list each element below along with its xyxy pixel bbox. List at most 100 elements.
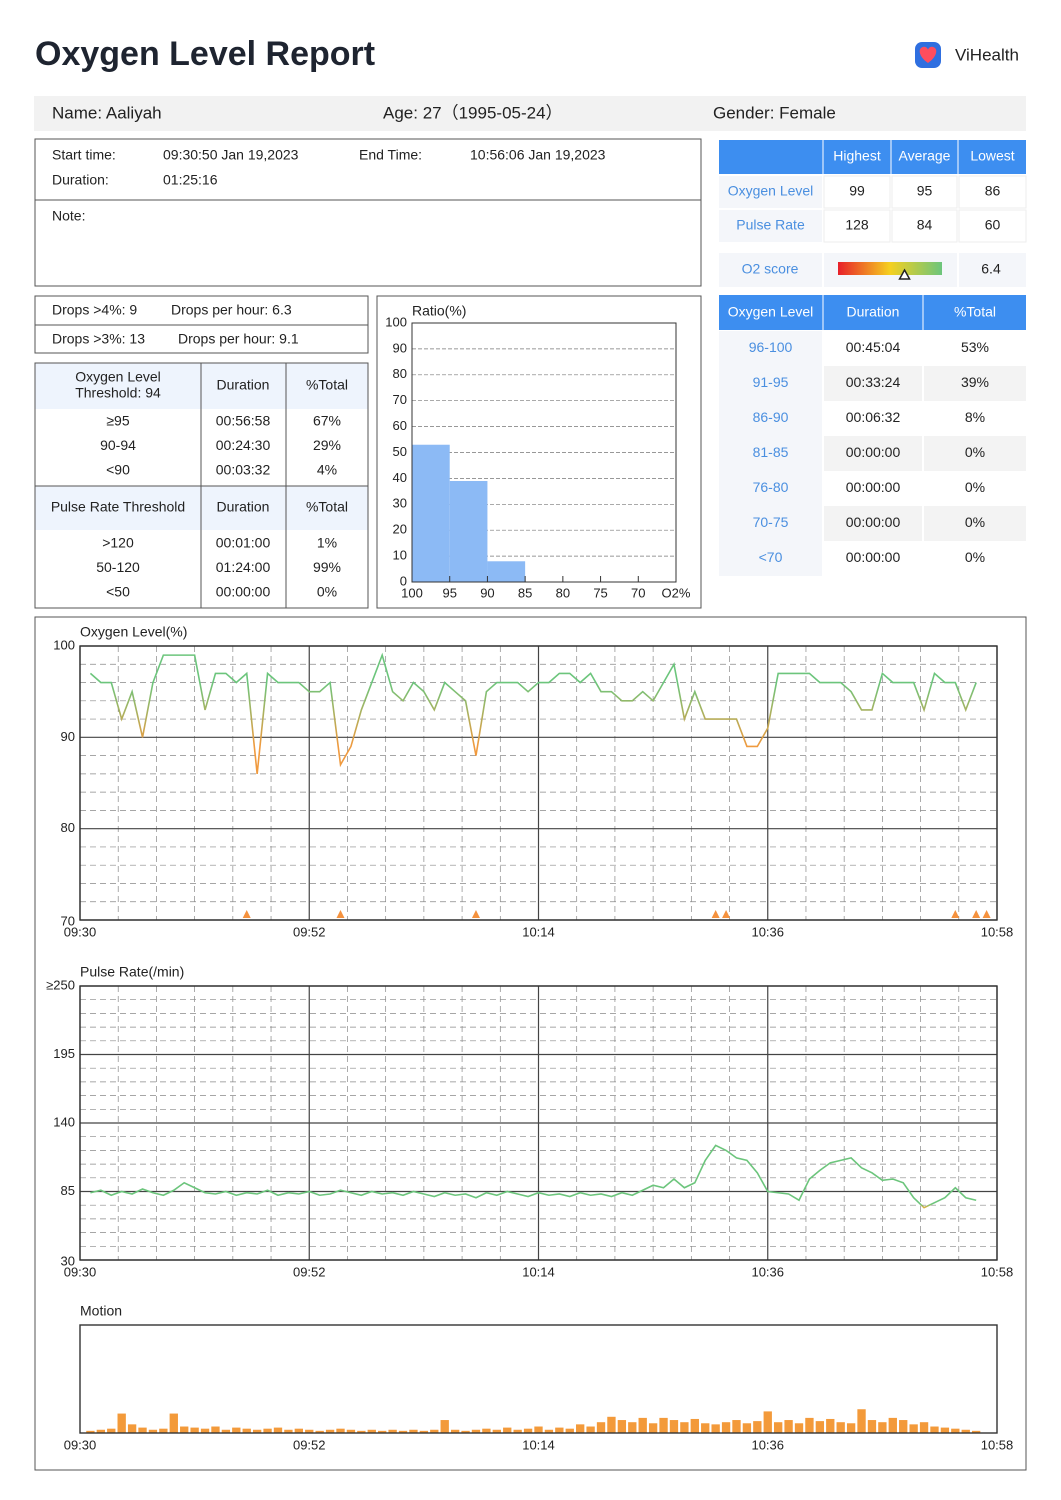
row-label: O2 score: [742, 261, 799, 277]
bar: [857, 1409, 866, 1433]
note-label: Note:: [52, 208, 85, 224]
bar: [523, 1428, 533, 1433]
column-header: Duration: [217, 499, 270, 515]
cell: [719, 436, 822, 471]
bar: [450, 1429, 460, 1433]
drops-text: Drops >3%: 13: [52, 331, 145, 347]
y-tick-label: 20: [393, 522, 407, 537]
cell-value: 00:56:58: [216, 413, 271, 429]
cell-value: 50-120: [96, 559, 140, 575]
x-tick-label: 75: [593, 585, 607, 600]
y-tick-label: 80: [393, 366, 407, 381]
bar: [315, 1430, 324, 1433]
bar: [325, 1429, 335, 1433]
cell-value: 91-95: [753, 374, 789, 390]
bar: [648, 1423, 658, 1433]
bar: [200, 1428, 210, 1433]
bar: [555, 1427, 564, 1433]
cell: [924, 541, 1026, 576]
cell: [824, 366, 922, 401]
cell-value: 128: [845, 217, 869, 233]
y-tick-label: 70: [393, 392, 407, 407]
y-tick-label: 90: [393, 340, 407, 355]
cell-value: 99%: [313, 559, 341, 575]
cell-value: ≥95: [106, 413, 129, 429]
x-axis-label: O2%: [662, 585, 691, 600]
y-tick-label: 100: [385, 314, 407, 329]
y-tick-label: 70: [61, 913, 75, 928]
cell-value: 53%: [961, 339, 989, 355]
series-line: [89, 652, 977, 774]
bar: [534, 1426, 543, 1433]
column-header: Duration: [847, 304, 900, 320]
bar: [86, 1430, 95, 1433]
bar: [487, 561, 526, 582]
y-tick-label: 0: [400, 573, 407, 588]
drop-event: [722, 910, 731, 918]
bar: [711, 1424, 720, 1433]
bar: [336, 1428, 345, 1433]
bar: [607, 1416, 616, 1433]
cell-value: 70-75: [753, 514, 789, 530]
y-tick-label: 30: [393, 496, 407, 511]
bar: [617, 1420, 627, 1433]
end-time: 10:56:06 Jan 19,2023: [470, 147, 606, 163]
score-value: 6.4: [981, 261, 1001, 277]
drop-event: [951, 910, 960, 918]
bar: [628, 1422, 637, 1433]
cell: [924, 331, 1026, 366]
patient-name: Name: Aaliyah: [52, 103, 162, 122]
x-tick-label: 10:58: [981, 924, 1014, 939]
bar: [169, 1413, 178, 1433]
bar: [878, 1422, 887, 1433]
y-tick-label: ≥250: [46, 977, 75, 992]
bar: [232, 1427, 241, 1433]
cell-value: 67%: [313, 413, 341, 429]
x-tick-label: 85: [518, 585, 532, 600]
bar: [412, 444, 450, 582]
bar: [449, 480, 488, 582]
table-header: [719, 295, 1026, 330]
bar: [826, 1418, 835, 1433]
bar: [273, 1427, 283, 1433]
cell: [891, 175, 958, 209]
chart-title: Ratio(%): [412, 303, 466, 319]
cell: [823, 175, 891, 209]
cell-value: 00:00:00: [216, 584, 271, 600]
y-tick-label: 85: [61, 1183, 75, 1198]
bar: [544, 1429, 554, 1433]
series-line: [90, 1144, 977, 1209]
cell-value: <70: [759, 549, 783, 565]
bar: [492, 1429, 501, 1433]
plot-frame: [79, 985, 998, 1261]
cell-value: 84: [917, 217, 933, 233]
bar: [961, 1429, 970, 1433]
chart-title: Pulse Rate(/min): [80, 964, 184, 980]
bar: [419, 1430, 429, 1433]
cell-value: <50: [106, 584, 130, 600]
x-tick-label: 10:58: [981, 1264, 1014, 1279]
bar: [482, 1428, 491, 1433]
bar: [784, 1420, 793, 1433]
y-tick-label: 40: [393, 470, 407, 485]
bar: [836, 1422, 845, 1433]
column-header: Average: [899, 148, 951, 164]
duration: 01:25:16: [163, 172, 218, 188]
bar: [774, 1422, 783, 1433]
cell-value: 00:45:04: [846, 339, 901, 355]
bar: [909, 1424, 918, 1433]
bar: [263, 1428, 272, 1433]
cell-value: 4%: [317, 462, 337, 478]
cell-value: 00:24:30: [216, 437, 271, 453]
cell: [719, 401, 822, 436]
cell-value: 39%: [961, 374, 989, 390]
bar: [159, 1428, 168, 1433]
patient-age: Age: 27（1995-05-24）: [383, 103, 563, 122]
bar: [107, 1428, 116, 1433]
x-tick-label: 90: [480, 585, 494, 600]
bar: [513, 1429, 522, 1433]
plot-frame: [79, 1324, 998, 1434]
cell-value: 00:33:24: [846, 374, 901, 390]
y-tick-label: 60: [393, 418, 407, 433]
x-tick-label: 80: [556, 585, 570, 600]
